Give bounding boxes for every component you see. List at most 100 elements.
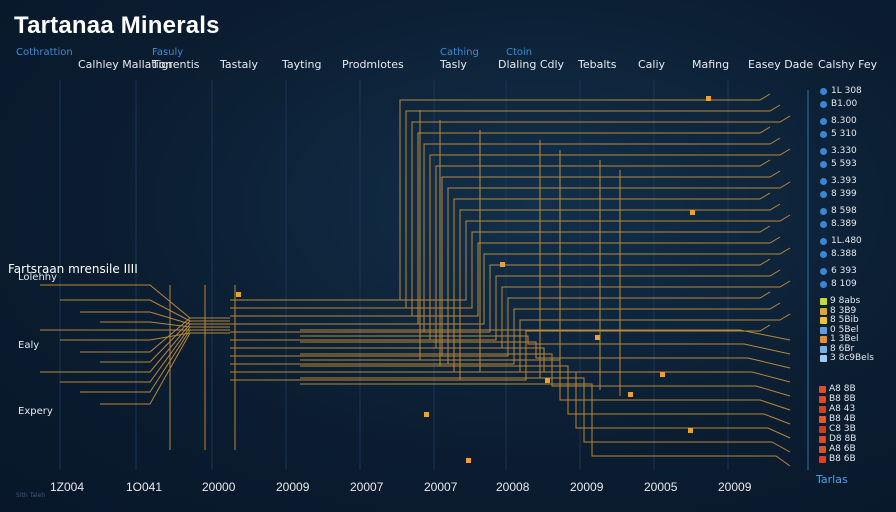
- node-marker: [545, 378, 550, 383]
- value-label-blue: 8 109: [831, 279, 857, 289]
- node-marker: [660, 372, 665, 377]
- flow-line: [300, 371, 791, 439]
- value-marker-mixed: [820, 355, 827, 362]
- column-header: Tasly: [440, 58, 467, 71]
- flow-line: [300, 383, 791, 467]
- value-label-red: A8 8B: [829, 384, 856, 394]
- value-marker-red: [819, 456, 826, 463]
- left-row-label: Ealy: [18, 340, 40, 351]
- node-marker: [424, 412, 429, 417]
- value-dot-blue: [820, 148, 827, 155]
- value-marker-mixed: [820, 307, 827, 315]
- value-label-blue: 8 598: [831, 206, 857, 216]
- node-marker: [595, 335, 600, 340]
- value-label-mixed: 1 3Bel: [830, 334, 859, 344]
- node-marker: [706, 96, 711, 101]
- value-label-red: C8 3B: [829, 424, 856, 434]
- left-row-label: Lolehhy: [18, 272, 58, 283]
- value-dot-blue: [820, 161, 827, 168]
- left-section-title: Fartsraan mrensile IIII: [8, 262, 138, 276]
- column-header: Tastaly: [220, 58, 258, 71]
- value-label-blue: 3.330: [831, 146, 857, 156]
- year-tick-label: 20009: [570, 480, 604, 494]
- value-label-mixed: 8 6Br: [830, 343, 855, 354]
- value-label-red: B8 4B: [829, 414, 856, 424]
- year-tick-label: 20009: [718, 480, 752, 494]
- value-dot-blue: [820, 178, 827, 185]
- flow-line: [230, 291, 771, 357]
- value-marker-mixed: [820, 317, 827, 324]
- value-label-blue: B1.00: [831, 99, 858, 109]
- flow-line: [300, 353, 791, 397]
- value-dot-blue: [820, 118, 827, 125]
- value-label-blue: 8 399: [831, 189, 857, 199]
- node-marker: [628, 392, 633, 397]
- value-marker-red: [819, 406, 826, 413]
- flow-line: [230, 236, 781, 317]
- value-dot-blue: [820, 281, 827, 288]
- value-dot-blue: [820, 208, 827, 215]
- legend-footer: Tarlas: [816, 473, 848, 486]
- value-label-mixed: 8 5Bib: [830, 315, 859, 325]
- flow-line: [300, 329, 791, 341]
- column-header: Dlaling Cdly: [498, 58, 565, 71]
- flow-line: [40, 323, 230, 373]
- year-tick-label: 20005: [644, 480, 678, 494]
- node-marker: [236, 292, 241, 297]
- node-marker: [690, 210, 695, 215]
- flow-line: [230, 115, 791, 317]
- column-header: Tebalts: [578, 58, 617, 71]
- page-title: Tartanaa Minerals: [14, 12, 220, 39]
- year-tick-label: 20007: [424, 480, 458, 494]
- node-marker: [500, 262, 505, 267]
- value-label-mixed: 3 8c9Bels: [830, 353, 874, 363]
- footnote: Slth Taleh: [16, 492, 46, 499]
- value-label-blue: 3.393: [831, 176, 857, 186]
- flow-line: [300, 359, 791, 411]
- flow-line: [230, 93, 771, 301]
- value-label-blue: 6 393: [831, 266, 857, 276]
- column-header: Calhley Mallation: [78, 58, 173, 71]
- value-label-blue: 8.388: [831, 249, 857, 259]
- value-marker-mixed: [820, 326, 827, 334]
- flow-line: [230, 225, 771, 309]
- flow-line: [230, 324, 771, 381]
- value-label-red: B8 8B: [829, 394, 856, 404]
- value-marker-mixed: [820, 336, 827, 343]
- value-dot-blue: [820, 101, 827, 108]
- value-marker-red: [819, 386, 826, 393]
- year-tick-label: 1Z004: [50, 480, 85, 494]
- year-tick-label: 20007: [350, 480, 384, 494]
- year-tick-label: 20008: [496, 480, 530, 494]
- value-dot-blue: [820, 238, 827, 245]
- flow-line: [230, 302, 781, 365]
- value-marker-red: [819, 396, 826, 403]
- flow-line: [230, 192, 771, 373]
- value-label-red: A8 43: [829, 404, 856, 414]
- column-header: Mafing: [692, 58, 730, 71]
- flow-line: [300, 377, 791, 453]
- column-header: Tayting: [282, 58, 322, 71]
- value-marker-red: [819, 426, 826, 433]
- value-label-blue: 8.389: [831, 219, 857, 229]
- flow-line: [300, 365, 791, 425]
- flow-line: [230, 126, 771, 325]
- value-label-blue: 8.300: [831, 116, 857, 126]
- value-label-blue: 5 593: [831, 159, 857, 169]
- value-label-blue: 5 310: [831, 129, 857, 139]
- left-row-label: Expery: [18, 406, 53, 417]
- value-label-blue: 1L 308: [831, 86, 862, 96]
- value-label-blue: 1L.480: [831, 236, 862, 246]
- column-header: Caliy: [638, 58, 666, 71]
- value-label-mixed: 8 3B9: [830, 305, 857, 316]
- flow-line: [230, 181, 791, 365]
- column-header: Easey Dade: [748, 58, 814, 71]
- year-tick-label: 20009: [276, 480, 310, 494]
- flow-line: [230, 247, 791, 325]
- header-blue-label: Cothrattion: [16, 47, 73, 58]
- value-marker-mixed: [820, 345, 827, 353]
- flow-line: [230, 214, 791, 301]
- flow-line: [230, 313, 791, 373]
- value-marker-mixed: [820, 298, 827, 305]
